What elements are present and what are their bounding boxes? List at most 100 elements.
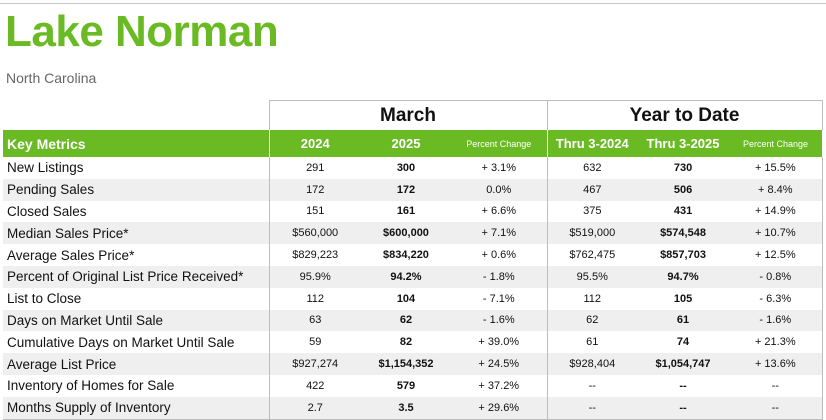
- value-ytd-percent-change: + 14.9%: [729, 200, 823, 223]
- value-march-percent-change: - 7.1%: [482, 292, 515, 305]
- value-march-2025: 172: [361, 178, 451, 201]
- value-march-2025: $834,220: [383, 249, 429, 262]
- value-ytd-percent-change: + 12.5%: [729, 244, 823, 266]
- table-row: Months Supply of Inventory 2.7 3.5 + 29.6% -…: [3, 396, 823, 420]
- value-ytd-percent-change: --: [729, 374, 823, 397]
- metric-label: Pending Sales: [3, 178, 269, 201]
- value-ytd-2025: 61: [637, 309, 730, 332]
- value-march-percent-change: + 7.1%: [451, 222, 548, 245]
- col-key-metrics: Key Metrics: [3, 130, 269, 157]
- value-ytd-2024: 467: [546, 178, 638, 201]
- value-ytd-2024: $762,475: [546, 244, 638, 266]
- table-row: Closed Sales 151 161 + 6.6% 375 431 + 14.9%: [3, 200, 823, 223]
- group-march: March: [268, 100, 548, 130]
- table-row: Inventory of Homes for Sale 422 579 + 37.2%…: [3, 374, 823, 397]
- value-march-2024: 422: [268, 374, 361, 397]
- top-divider: [0, 3, 826, 4]
- value-ytd-2024: --: [546, 374, 638, 397]
- value-ytd-2025: 506: [637, 178, 730, 201]
- value-ytd-percent-change: - 0.8%: [729, 265, 823, 288]
- value-march-percent-change: 0.0%: [451, 178, 548, 201]
- value-march-percent-change: + 37.2%: [478, 379, 520, 392]
- value-ytd-2024: 632: [546, 157, 638, 179]
- value-march-2024: 2.7: [268, 396, 361, 420]
- value-ytd-percent-change: + 10.7%: [729, 222, 823, 245]
- table-row: List to Close 112 104 - 7.1% 112 105 - 6.3%: [3, 287, 823, 310]
- value-march-2025: 82: [399, 336, 413, 349]
- value-march-percent-change: + 24.5%: [451, 353, 548, 375]
- table-row: Percent of Original List Price Received*…: [3, 265, 823, 288]
- col-2025: 2025: [361, 130, 451, 157]
- metric-label: Percent of Original List Price Received*: [3, 265, 269, 288]
- key-metrics-table: March Year to Date Key Metrics 2024 2025…: [3, 100, 823, 420]
- value-ytd-2025: $857,703: [660, 249, 706, 262]
- metric-label: Cumulative Days on Market Until Sale: [7, 334, 235, 350]
- table-row: Cumulative Days on Market Until Sale 59 82…: [3, 331, 823, 354]
- metric-label: Average Sales Price*: [7, 247, 135, 263]
- metric-label: New Listings: [7, 160, 84, 176]
- value-march-2025: 104: [396, 292, 416, 305]
- col-ytd-percent-change: Percent Change: [729, 130, 823, 157]
- value-march-2024: $560,000: [268, 222, 361, 245]
- metric-label: Days on Market Until Sale: [3, 309, 269, 332]
- value-march-2024: 95.9%: [268, 265, 361, 288]
- value-ytd-2024: 62: [546, 309, 638, 332]
- page-subtitle: North Carolina: [6, 70, 97, 86]
- value-ytd-percent-change: - 1.6%: [729, 309, 823, 332]
- col-2024: 2024: [268, 130, 361, 157]
- group-year-to-date: Year to Date: [546, 100, 823, 130]
- value-march-2025: 579: [396, 379, 416, 392]
- value-ytd-percent-change: + 21.3%: [729, 331, 823, 354]
- value-ytd-2025: 730: [673, 161, 693, 174]
- value-ytd-2025: 74: [676, 336, 690, 349]
- value-ytd-2024: 95.5%: [546, 265, 638, 288]
- metric-label: Months Supply of Inventory: [3, 396, 269, 420]
- value-march-2025: $1,154,352: [361, 353, 451, 375]
- value-march-2024: 151: [268, 200, 361, 223]
- value-march-percent-change: + 3.1%: [481, 161, 517, 174]
- value-ytd-2025: $574,548: [637, 222, 730, 245]
- value-ytd-percent-change: + 8.4%: [729, 178, 823, 201]
- value-ytd-2024: $928,404: [546, 353, 638, 375]
- value-march-2025: 94.2%: [361, 265, 451, 288]
- value-ytd-2025: 431: [673, 205, 693, 218]
- table-row: Median Sales Price* $560,000 $600,000 + 7.1…: [3, 222, 823, 245]
- value-ytd-2024: 61: [546, 331, 638, 354]
- page-title: Lake Norman: [5, 7, 279, 56]
- value-ytd-percent-change: + 15.5%: [729, 157, 823, 179]
- metric-label: List to Close: [7, 291, 82, 307]
- value-ytd-2025: $1,054,747: [637, 353, 730, 375]
- value-march-percent-change: + 6.6%: [481, 205, 517, 218]
- value-march-2024: 59: [268, 331, 361, 354]
- value-ytd-percent-change: --: [729, 396, 823, 420]
- table-row: Pending Sales 172 172 0.0% 467 506 + 8.4%: [3, 178, 823, 201]
- metric-label: Inventory of Homes for Sale: [7, 378, 175, 394]
- group-spacer: [3, 101, 269, 131]
- value-ytd-2025: --: [679, 379, 687, 392]
- table-row: New Listings 291 300 + 3.1% 632 730 + 15.5%: [3, 157, 823, 179]
- col-thru-2024: Thru 3-2024: [546, 130, 638, 157]
- value-ytd-2025: 94.7%: [637, 265, 730, 288]
- value-ytd-percent-change: + 13.6%: [729, 353, 823, 375]
- value-march-percent-change: - 1.8%: [451, 265, 548, 288]
- column-header-row: Key Metrics 2024 2025 Percent Change Thr…: [3, 130, 823, 157]
- group-header-row: March Year to Date: [3, 100, 823, 131]
- table-row: Average Sales Price* $829,223 $834,220 + 0.…: [3, 244, 823, 266]
- value-march-2024: $829,223: [268, 244, 361, 266]
- metric-label: Average List Price: [3, 353, 269, 375]
- metric-label: Median Sales Price*: [3, 222, 269, 245]
- value-ytd-2024: $519,000: [546, 222, 638, 245]
- value-march-2024: 63: [268, 309, 361, 332]
- col-thru-2025: Thru 3-2025: [637, 130, 730, 157]
- value-march-percent-change: - 1.6%: [451, 309, 548, 332]
- value-ytd-2025: --: [637, 396, 730, 420]
- value-ytd-2024: 375: [546, 200, 638, 223]
- value-march-percent-change: + 29.6%: [451, 396, 548, 420]
- value-march-2025: $600,000: [361, 222, 451, 245]
- metric-label: Closed Sales: [7, 203, 87, 219]
- value-march-2024: 291: [268, 157, 361, 179]
- value-march-2024: 172: [268, 178, 361, 201]
- value-ytd-2025: 105: [673, 292, 693, 305]
- col-percent-change: Percent Change: [451, 130, 548, 157]
- value-march-2024: 112: [268, 287, 361, 310]
